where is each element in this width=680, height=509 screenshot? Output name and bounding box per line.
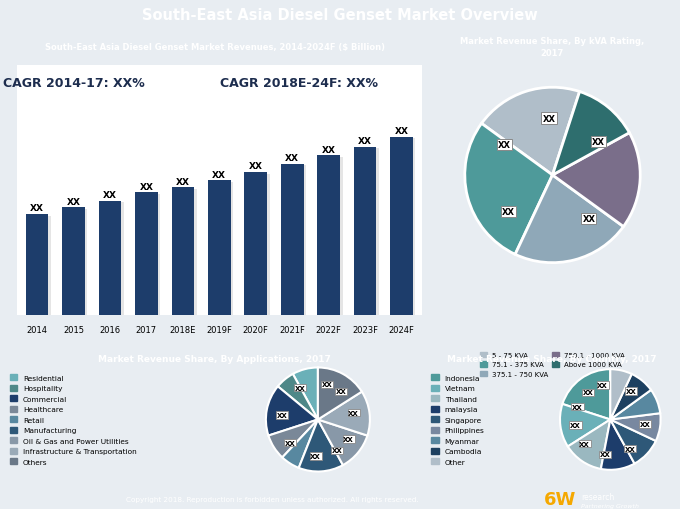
Text: XX: XX bbox=[176, 177, 190, 186]
Bar bbox=[318, 156, 340, 316]
Text: XX: XX bbox=[582, 215, 596, 224]
Bar bbox=[174, 189, 197, 317]
Bar bbox=[26, 215, 48, 316]
Bar bbox=[135, 193, 158, 316]
Text: XX: XX bbox=[502, 207, 515, 216]
Bar bbox=[393, 139, 415, 317]
Bar bbox=[29, 216, 51, 317]
Bar bbox=[281, 164, 303, 316]
Text: XX: XX bbox=[276, 412, 287, 418]
Text: Market Revenue Share, By Applications, 2017: Market Revenue Share, By Applications, 2… bbox=[98, 354, 331, 363]
Wedge shape bbox=[601, 419, 634, 470]
Wedge shape bbox=[278, 374, 318, 419]
Text: XX: XX bbox=[358, 137, 372, 146]
Text: XX: XX bbox=[570, 422, 581, 428]
Text: XX: XX bbox=[67, 197, 80, 206]
Bar bbox=[356, 149, 379, 317]
Text: XX: XX bbox=[212, 171, 226, 180]
Legend: 5 - 75 KVA, 75.1 - 375 KVA, 375.1 - 750 KVA, 750.1 - 1000 KVA, Above 1000 KVA: 5 - 75 KVA, 75.1 - 375 KVA, 375.1 - 750 … bbox=[477, 349, 628, 380]
Text: XX: XX bbox=[336, 389, 347, 394]
Text: XX: XX bbox=[343, 436, 354, 442]
Text: CAGR 2014-17: XX%: CAGR 2014-17: XX% bbox=[3, 77, 144, 90]
Text: XX: XX bbox=[103, 191, 117, 200]
Bar bbox=[137, 194, 160, 317]
Text: Market Revenue Share, By Country, 2017: Market Revenue Share, By Country, 2017 bbox=[447, 354, 657, 363]
Text: Market Revenue Share, By kVA Rating,
2017: Market Revenue Share, By kVA Rating, 201… bbox=[460, 37, 644, 58]
Bar bbox=[390, 137, 413, 316]
Text: XX: XX bbox=[543, 115, 556, 123]
Text: XX: XX bbox=[599, 451, 610, 458]
Text: XX: XX bbox=[640, 421, 651, 427]
Bar bbox=[320, 158, 343, 317]
Bar bbox=[99, 201, 121, 316]
Wedge shape bbox=[611, 419, 656, 464]
Bar bbox=[65, 210, 87, 317]
Text: XX: XX bbox=[284, 440, 295, 446]
Wedge shape bbox=[562, 370, 611, 419]
Wedge shape bbox=[282, 419, 318, 468]
Text: XX: XX bbox=[139, 182, 154, 191]
Wedge shape bbox=[318, 419, 367, 465]
Wedge shape bbox=[318, 367, 362, 419]
Wedge shape bbox=[293, 367, 318, 419]
Text: XX: XX bbox=[310, 453, 321, 459]
Text: XX: XX bbox=[394, 127, 409, 136]
Bar bbox=[208, 181, 231, 316]
Text: XX: XX bbox=[572, 404, 583, 410]
Wedge shape bbox=[610, 370, 632, 419]
Text: CAGR 2018E-24F: XX%: CAGR 2018E-24F: XX% bbox=[220, 77, 379, 90]
Wedge shape bbox=[568, 419, 611, 469]
Wedge shape bbox=[552, 133, 640, 227]
Wedge shape bbox=[481, 88, 579, 176]
Text: South-East Asia Diesel Genset Market Overview: South-East Asia Diesel Genset Market Ove… bbox=[142, 8, 538, 23]
Text: XX: XX bbox=[322, 381, 333, 387]
Text: XX: XX bbox=[625, 446, 636, 452]
Text: XX: XX bbox=[348, 410, 359, 416]
Wedge shape bbox=[611, 413, 660, 441]
Wedge shape bbox=[552, 92, 630, 176]
Text: research: research bbox=[581, 492, 615, 501]
Text: XX: XX bbox=[295, 385, 306, 391]
Text: 6W: 6W bbox=[544, 490, 577, 508]
Bar bbox=[354, 148, 377, 316]
Text: Partnering Growth: Partnering Growth bbox=[581, 503, 639, 508]
Wedge shape bbox=[560, 404, 611, 446]
Wedge shape bbox=[318, 392, 370, 436]
Text: XX: XX bbox=[583, 389, 593, 395]
Bar bbox=[62, 208, 85, 316]
Bar bbox=[244, 173, 267, 316]
Bar bbox=[284, 166, 306, 317]
Text: XX: XX bbox=[249, 162, 262, 171]
Bar bbox=[247, 175, 269, 317]
Wedge shape bbox=[611, 374, 651, 419]
Wedge shape bbox=[299, 419, 343, 471]
Legend: Residential, Hospitality, Commercial, Healthcare, Retail, Manufacturing, Oil & G: Residential, Hospitality, Commercial, He… bbox=[7, 372, 139, 468]
Text: XX: XX bbox=[285, 154, 299, 163]
Wedge shape bbox=[269, 419, 318, 458]
Text: XX: XX bbox=[592, 137, 605, 147]
Text: South-East Asia Diesel Genset Market Revenues, 2014-2024F ($ Billion): South-East Asia Diesel Genset Market Rev… bbox=[44, 43, 384, 52]
Legend: Indonesia, Vietnam, Thailand, malaysia, Singapore, Philippines, Myanmar, Cambodi: Indonesia, Vietnam, Thailand, malaysia, … bbox=[428, 372, 488, 468]
Bar bbox=[171, 188, 194, 316]
Text: XX: XX bbox=[597, 382, 608, 388]
Wedge shape bbox=[465, 124, 552, 255]
Bar bbox=[101, 203, 124, 317]
Text: XX: XX bbox=[579, 441, 590, 447]
Wedge shape bbox=[266, 386, 318, 436]
Wedge shape bbox=[515, 176, 624, 263]
Text: Copyright 2018. Reproduction is forbidden unless authorized. All rights reserved: Copyright 2018. Reproduction is forbidde… bbox=[126, 496, 418, 502]
Wedge shape bbox=[611, 390, 660, 419]
Text: XX: XX bbox=[332, 447, 343, 454]
Text: XX: XX bbox=[322, 145, 336, 154]
Text: XX: XX bbox=[498, 140, 511, 150]
Bar bbox=[211, 183, 233, 317]
Text: XX: XX bbox=[30, 204, 44, 213]
Text: XX: XX bbox=[626, 388, 636, 394]
